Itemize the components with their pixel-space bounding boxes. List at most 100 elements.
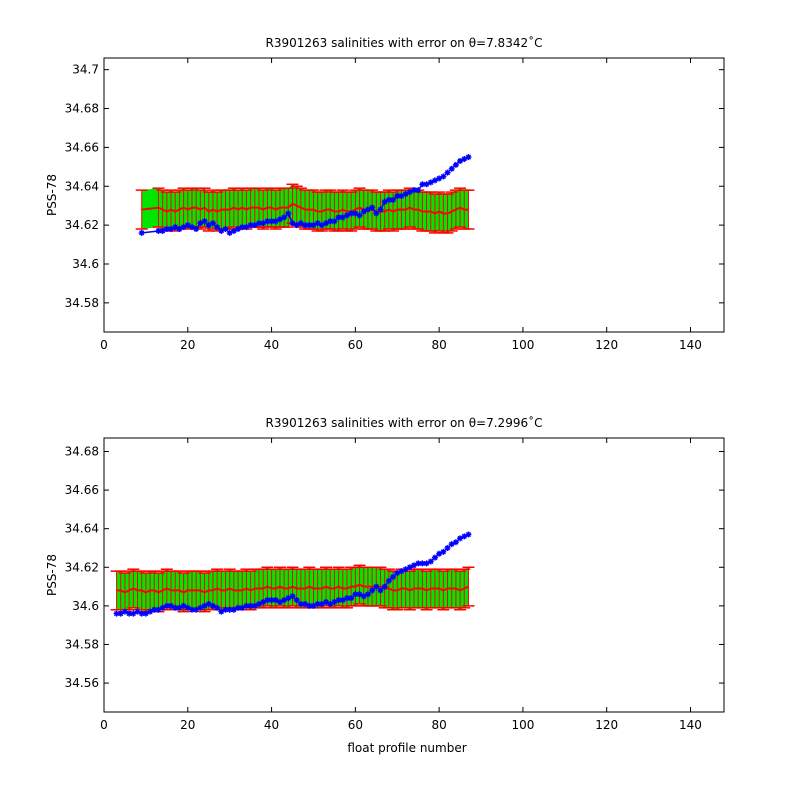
observed-point xyxy=(121,608,128,615)
observed-point xyxy=(197,220,204,227)
observed-point xyxy=(373,210,380,217)
observed-point xyxy=(461,533,468,540)
observed-point xyxy=(390,196,397,203)
observed-point xyxy=(243,602,250,609)
observed-point xyxy=(310,602,317,609)
y-tick-label: 34.58 xyxy=(65,637,99,651)
observed-point xyxy=(356,591,363,598)
y-tick-label: 34.6 xyxy=(72,257,99,271)
observed-point xyxy=(134,608,141,615)
observed-point xyxy=(297,600,304,607)
observed-point xyxy=(247,222,254,229)
observed-point xyxy=(339,214,346,221)
observed-point xyxy=(306,602,313,609)
observed-point xyxy=(176,604,183,611)
observed-point xyxy=(264,597,271,604)
observed-point xyxy=(201,602,208,609)
x-tick-label: 100 xyxy=(511,718,534,732)
observed-point xyxy=(314,600,321,607)
y-axis-label: PSS-78 xyxy=(45,174,59,216)
observed-point xyxy=(385,196,392,203)
chart-title: R3901263 salinities with error on θ=7.29… xyxy=(266,415,543,430)
observed-point xyxy=(331,599,338,606)
x-tick-label: 140 xyxy=(679,338,702,352)
observed-point xyxy=(281,214,288,221)
observed-point xyxy=(268,218,275,225)
x-tick-label: 0 xyxy=(100,718,108,732)
observed-point xyxy=(163,602,170,609)
observed-point xyxy=(452,161,459,168)
observed-point xyxy=(117,610,124,617)
observed-point xyxy=(214,224,221,231)
mapped-salinity-line xyxy=(141,202,469,215)
observed-point xyxy=(188,224,195,231)
observed-point xyxy=(147,608,154,615)
y-tick-label: 34.56 xyxy=(65,676,99,690)
observed-point xyxy=(406,189,413,196)
observed-point xyxy=(126,610,133,617)
x-tick-label: 120 xyxy=(595,718,618,732)
observed-point xyxy=(335,597,342,604)
observed-point xyxy=(419,560,426,567)
observed-point xyxy=(138,229,145,236)
observed-point xyxy=(209,602,216,609)
x-tick-label: 0 xyxy=(100,338,108,352)
observed-point xyxy=(377,206,384,213)
observed-point xyxy=(260,599,267,606)
x-tick-label: 40 xyxy=(264,338,279,352)
observed-point xyxy=(369,204,376,211)
observed-point xyxy=(452,539,459,546)
plot-frame xyxy=(103,437,725,713)
observed-point xyxy=(448,165,455,172)
observed-point xyxy=(444,544,451,551)
observed-point xyxy=(415,187,422,194)
x-tick-label: 80 xyxy=(431,338,446,352)
observed-point xyxy=(142,610,149,617)
observed-point xyxy=(272,218,279,225)
observed-point xyxy=(184,222,191,229)
observed-point xyxy=(251,222,258,229)
observed-point xyxy=(168,226,175,233)
observed-point xyxy=(306,222,313,229)
observed-point xyxy=(193,606,200,613)
observed-point xyxy=(364,591,371,598)
y-axis-label: PSS-78 xyxy=(45,554,59,596)
observed-point xyxy=(184,604,191,611)
observed-point xyxy=(247,602,254,609)
observed-point xyxy=(331,218,338,225)
observed-point xyxy=(235,604,242,611)
observed-point xyxy=(218,608,225,615)
observed-point xyxy=(440,173,447,180)
observed-point xyxy=(159,227,166,234)
observed-point xyxy=(323,220,330,227)
observed-point xyxy=(218,227,225,234)
observed-point xyxy=(335,214,342,221)
observed-point xyxy=(172,604,179,611)
observed-point xyxy=(465,531,472,538)
observed-point xyxy=(423,181,430,188)
observed-point xyxy=(465,154,472,161)
observed-point xyxy=(381,198,388,205)
observed-point xyxy=(398,568,405,575)
observed-point xyxy=(226,229,233,236)
observed-point xyxy=(394,570,401,577)
observed-point xyxy=(327,600,334,607)
y-tick-label: 34.68 xyxy=(65,102,99,116)
observed-point xyxy=(197,604,204,611)
observed-point xyxy=(180,224,187,231)
plot-frame xyxy=(103,57,725,333)
y-tick-label: 34.66 xyxy=(65,140,99,154)
observed-point xyxy=(360,593,367,600)
y-tick-label: 34.64 xyxy=(65,522,99,536)
observed-point xyxy=(348,595,355,602)
observed-point xyxy=(373,583,380,590)
chart-panel-2: 0 20 40 60 80 100 120 140 34.56 34.58 34.6 34.62 34.… xyxy=(45,415,725,755)
observed-point xyxy=(323,599,330,606)
x-tick-label: 140 xyxy=(679,718,702,732)
observed-point xyxy=(222,226,229,233)
y-tick-label: 34.66 xyxy=(65,483,99,497)
observed-point xyxy=(188,606,195,613)
observed-point xyxy=(201,218,208,225)
observed-point xyxy=(411,562,417,569)
